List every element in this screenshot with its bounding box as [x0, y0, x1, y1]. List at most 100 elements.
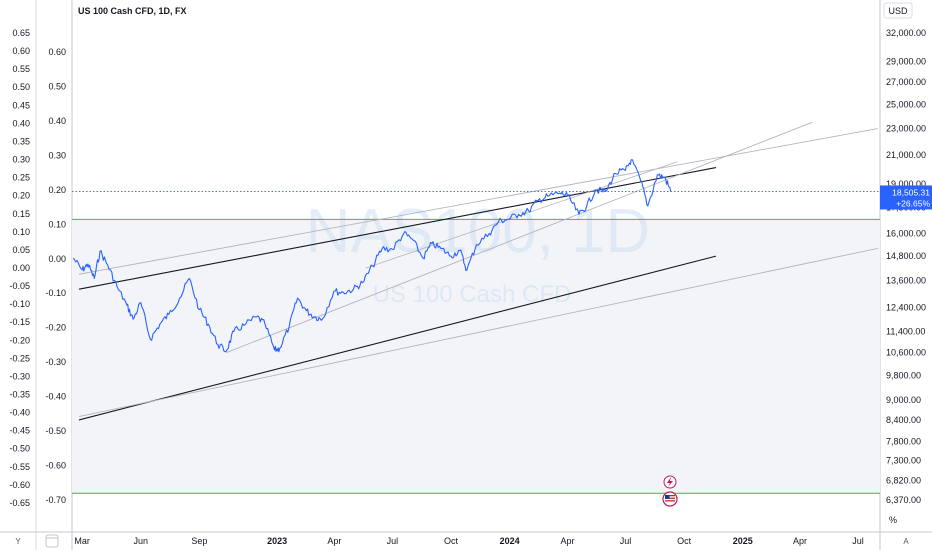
right-axis-tick-2: 27,000.00 [886, 77, 926, 87]
left-axis-tick-11: 0.10 [12, 227, 30, 237]
right-axis-tick-6: 19,000.00 [886, 179, 926, 189]
right-axis-tick-3: 25,000.00 [886, 99, 926, 109]
x-axis-tick-12: Apr [793, 536, 807, 546]
event-marker-lightning[interactable] [663, 475, 677, 489]
left-axis-tick-23: -0.50 [9, 444, 30, 454]
price-series-line[interactable] [72, 159, 672, 353]
right-axis-tick-12: 11,400.00 [886, 327, 925, 337]
inner-axis-tick-7: -0.10 [45, 288, 66, 298]
watermark-symbol: NAS100, 1D [306, 197, 651, 266]
year-range-button[interactable]: Y [15, 537, 21, 546]
right-axis-tick-1: 29,000.00 [886, 56, 926, 66]
price-tag-change: +26.65% [896, 198, 930, 208]
inner-axis-tick-8: -0.20 [45, 323, 66, 333]
event-marker-us-flag[interactable] [662, 491, 678, 507]
right-axis-tick-17: 7,800.00 [886, 436, 921, 446]
left-axis-tick-21: -0.40 [9, 408, 30, 418]
light-trend-line-3[interactable] [225, 121, 813, 354]
lower-channel-line[interactable] [78, 255, 717, 421]
left-axis-tick-3: 0.50 [12, 82, 30, 92]
left-axis-tick-4: 0.45 [12, 100, 30, 110]
right-axis-tick-10: 13,600.00 [886, 276, 926, 286]
left-axis-tick-10: 0.15 [12, 209, 30, 219]
x-axis-tick-13: Jul [852, 536, 864, 546]
percent-scale-label[interactable]: % [889, 515, 897, 525]
x-axis-tick-11: 2025 [733, 536, 753, 546]
right-axis-tick-13: 10,600.00 [886, 348, 926, 358]
right-axis-tick-5: 21,000.00 [886, 150, 926, 160]
x-axis-tick-2: Sep [191, 536, 207, 546]
x-axis-tick-4: Apr [327, 536, 341, 546]
inner-axis-tick-3: 0.30 [48, 150, 66, 160]
watermark-description: US 100 Cash CFD [373, 281, 572, 308]
right-axis-tick-15: 9,000.00 [886, 395, 921, 405]
inner-axis-tick-11: -0.50 [45, 426, 66, 436]
price-tag: 18,505.31 +26.65% [880, 185, 932, 210]
right-axis-tick-20: 6,370.00 [886, 495, 921, 505]
left-axis-tick-26: -0.65 [9, 498, 30, 508]
x-axis-tick-10: Oct [677, 536, 692, 546]
us-flag-icon [665, 495, 675, 503]
right-axis-tick-18: 7,300.00 [886, 456, 921, 466]
right-axis-tick-16: 8,400.00 [886, 415, 921, 425]
currency-label: USD [888, 6, 908, 16]
x-axis-tick-9: Jul [620, 536, 632, 546]
left-axis-tick-18: -0.25 [9, 353, 30, 363]
right-axis-tick-14: 9,800.00 [886, 370, 921, 380]
inner-axis-tick-4: 0.20 [48, 185, 66, 195]
left-axis-tick-13: 0.00 [12, 263, 30, 273]
right-axis-tick-4: 23,000.00 [886, 124, 926, 134]
left-axis-tick-9: 0.20 [12, 191, 30, 201]
upper-channel-line[interactable] [78, 166, 717, 290]
calendar-icon[interactable] [45, 534, 59, 548]
x-axis-tick-5: Jul [387, 536, 399, 546]
left-axis-tick-8: 0.25 [12, 173, 30, 183]
left-axis-tick-12: 0.05 [12, 245, 30, 255]
chart-title: US 100 Cash CFD, 1D, FX [78, 6, 187, 16]
right-axis-tick-0: 32,000.00 [886, 28, 926, 38]
left-axis-tick-6: 0.35 [12, 136, 30, 146]
x-axis-tick-1: Jun [134, 536, 149, 546]
right-axis-tick-11: 12,400.00 [886, 302, 926, 312]
right-axis-tick-8: 16,000.00 [886, 229, 926, 239]
left-axis-tick-19: -0.30 [9, 371, 30, 381]
inner-axis-tick-5: 0.10 [48, 219, 66, 229]
x-axis-tick-8: Apr [561, 536, 575, 546]
currency-button[interactable] [883, 2, 913, 19]
light-trend-line-1[interactable] [78, 128, 878, 275]
right-axis-tick-19: 6,820.00 [886, 475, 921, 485]
auto-scale-button[interactable]: A [903, 537, 909, 546]
x-axis-tick-0: Mar [74, 536, 90, 546]
lightning-icon [667, 477, 673, 487]
left-axis-tick-7: 0.30 [12, 155, 30, 165]
left-axis-tick-25: -0.60 [9, 480, 30, 490]
left-axis-tick-0: 0.65 [12, 28, 30, 38]
inner-axis-tick-6: 0.00 [48, 254, 66, 264]
left-axis-tick-2: 0.55 [12, 64, 30, 74]
inner-axis-tick-9: -0.30 [45, 357, 66, 367]
x-axis-tick-7: 2024 [500, 536, 520, 546]
inner-axis-tick-10: -0.40 [45, 392, 66, 402]
price-tag-background [880, 185, 932, 210]
right-axis-tick-9: 14,800.00 [886, 251, 926, 261]
inner-axis-tick-0: 0.60 [48, 47, 66, 57]
left-axis-tick-24: -0.55 [9, 462, 30, 472]
x-axis-tick-3: 2023 [267, 536, 287, 546]
price-tag-value: 18,505.31 [892, 187, 930, 197]
x-axis-tick-6: Oct [444, 536, 459, 546]
left-axis-tick-16: -0.15 [9, 317, 30, 327]
left-axis-tick-22: -0.45 [9, 426, 30, 436]
light-trend-line-2[interactable] [78, 247, 878, 417]
left-axis-tick-14: -0.05 [9, 281, 30, 291]
inner-axis-tick-1: 0.50 [48, 81, 66, 91]
left-axis-tick-1: 0.60 [12, 46, 30, 56]
left-axis-tick-20: -0.35 [9, 390, 30, 400]
left-axis-tick-15: -0.10 [9, 299, 30, 309]
inner-axis-tick-13: -0.70 [45, 495, 66, 505]
left-axis-tick-5: 0.40 [12, 118, 30, 128]
inner-axis-tick-2: 0.40 [48, 116, 66, 126]
left-axis-tick-17: -0.20 [9, 335, 30, 345]
inner-axis-tick-12: -0.60 [45, 461, 66, 471]
